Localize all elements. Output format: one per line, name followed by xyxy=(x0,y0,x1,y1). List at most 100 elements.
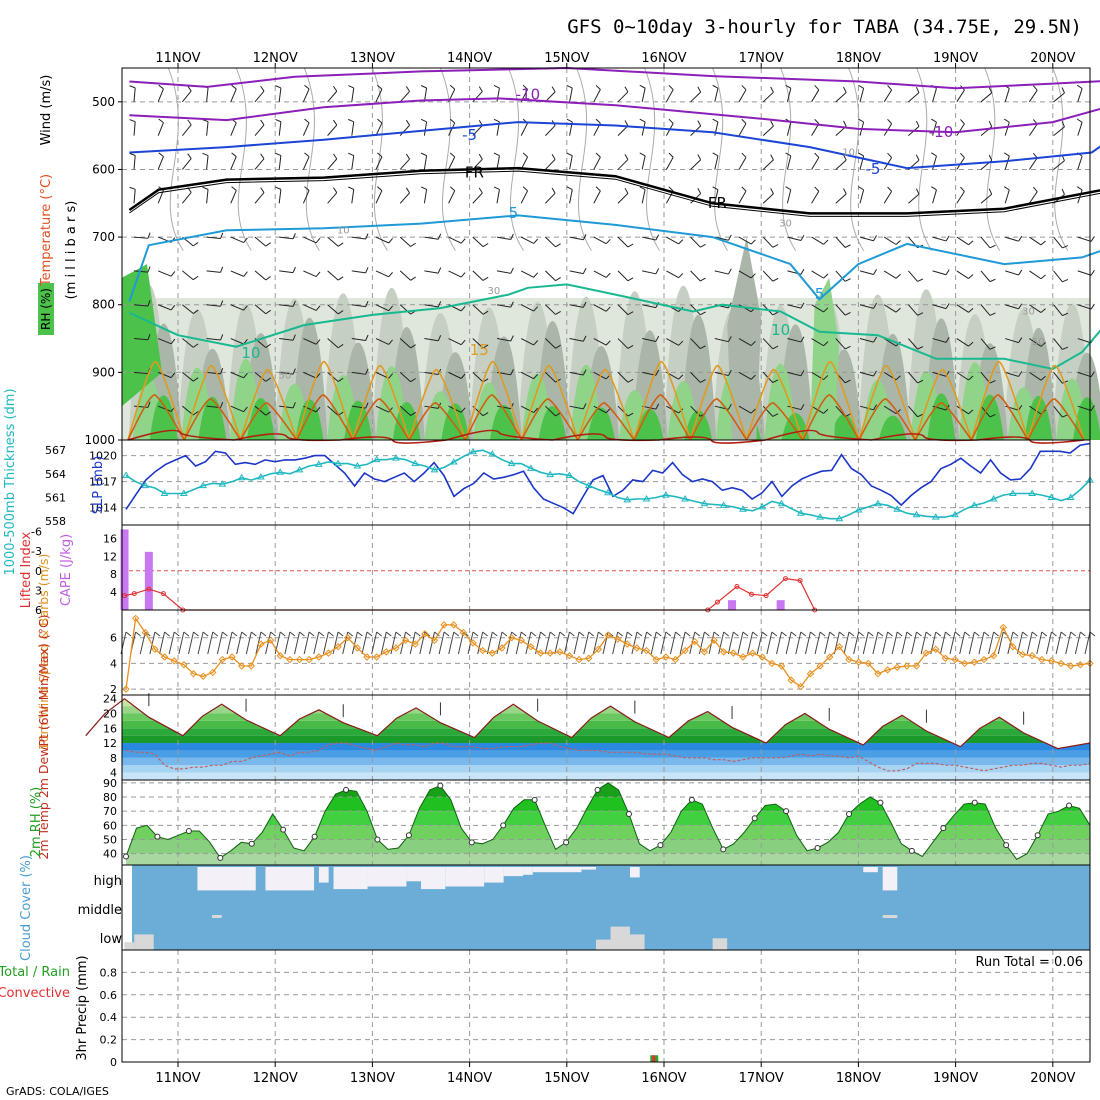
barb-flag-550-5 xyxy=(260,119,265,126)
barb-flag-600-29 xyxy=(843,154,847,161)
barb-600-3 xyxy=(206,155,209,170)
barb-flag-650-36 xyxy=(1003,186,1010,191)
barb-flag-650-39 xyxy=(1076,186,1083,191)
wind-barb-12 xyxy=(236,631,243,655)
thick-marker-34 xyxy=(449,458,458,465)
barb-700-3 xyxy=(206,236,221,240)
barb-flag-950-35 xyxy=(989,413,996,418)
barb-750-4 xyxy=(230,270,244,277)
barb-600-29 xyxy=(835,159,847,170)
barb-500-3 xyxy=(206,87,209,102)
barb-flag-900-16 xyxy=(533,373,539,380)
barb-750-5 xyxy=(254,270,267,281)
cloud-high-15 xyxy=(882,867,898,891)
date-bottom-12NOV: 12NOV xyxy=(253,1071,298,1086)
barb-850-22 xyxy=(666,338,679,346)
slp-tick-1014: 1014 xyxy=(89,502,117,515)
barb-flag-900-6 xyxy=(292,368,296,375)
rh-blob-3-17 xyxy=(975,394,1004,440)
wind-barb-35 xyxy=(457,631,464,655)
barb-flag-700-8 xyxy=(337,242,344,247)
wind-barb-tip-56 xyxy=(665,631,672,637)
barb-900-37 xyxy=(1029,371,1042,381)
barb-950-17 xyxy=(545,405,556,417)
barb-flag-950-2 xyxy=(192,411,199,416)
temp-band-22 xyxy=(122,698,1090,707)
wind-point-19 xyxy=(305,655,313,664)
barb-500-34 xyxy=(956,89,965,103)
barb-800-35 xyxy=(980,304,991,316)
barb-flag-500-14 xyxy=(478,86,483,92)
barb-flag-600-8 xyxy=(333,153,338,160)
barb-500-5 xyxy=(254,90,265,103)
barb-950-25 xyxy=(738,405,752,414)
wind-point-8 xyxy=(199,672,207,680)
rh-point-78 xyxy=(940,825,947,832)
wind-barb-77 xyxy=(862,631,869,655)
barb-850-14 xyxy=(472,338,484,349)
wind-point-60 xyxy=(700,648,709,656)
thick-marker-24 xyxy=(353,462,362,469)
barb-500-0 xyxy=(133,87,136,102)
barb-700-17 xyxy=(545,236,556,248)
cloud-high-3 xyxy=(333,867,368,890)
barb-950-19 xyxy=(593,405,607,414)
barb-850-13 xyxy=(448,338,462,346)
wind-barb-25 xyxy=(361,631,368,655)
rh-point-15 xyxy=(280,826,287,833)
barb-950-8 xyxy=(327,405,339,416)
barb-flag-750-35 xyxy=(989,278,996,283)
wind-barb-tip-19 xyxy=(308,631,315,637)
barb-800-28 xyxy=(811,304,824,313)
barb-950-33 xyxy=(932,405,947,411)
wind-barb-32 xyxy=(428,631,435,655)
date-top-16NOV: 16NOV xyxy=(641,51,686,66)
wind-barb-81 xyxy=(901,631,908,655)
barb-500-22 xyxy=(665,89,674,103)
barb-flag-950-34 xyxy=(968,409,974,415)
barb-flag-700-30 xyxy=(873,235,878,241)
rh-contour-6 xyxy=(576,67,592,251)
barb-flag-900-26 xyxy=(772,379,779,384)
chart-title: GFS 0~10day 3-hourly for TABA (34.75E, 2… xyxy=(567,16,1082,38)
barb-flag-950-7 xyxy=(315,406,321,413)
barb-750-37 xyxy=(1029,270,1042,280)
barb-700-16 xyxy=(520,236,534,244)
barb-flag-700-24 xyxy=(728,234,732,241)
barb-flag-800-20 xyxy=(627,311,634,316)
barb-flag-650-34 xyxy=(960,186,965,192)
barb-flag-550-34 xyxy=(960,119,965,125)
barb-flag-600-26 xyxy=(770,154,774,161)
barb-flag-550-15 xyxy=(493,118,500,123)
li-tick-3: 3 xyxy=(35,584,42,597)
wind-barb-tip-6 xyxy=(183,631,190,637)
wind-point-75 xyxy=(845,655,853,664)
rh-point-18 xyxy=(311,833,318,840)
wind-barb-24 xyxy=(351,631,358,655)
barb-flag-550-26 xyxy=(770,120,774,127)
wind-barb-5 xyxy=(168,631,175,655)
wind-barb-tip-69 xyxy=(790,631,797,637)
wind-point-36 xyxy=(469,639,477,647)
thick-marker-32 xyxy=(430,465,439,473)
barb-flag-700-33 xyxy=(945,235,950,242)
barb-750-11 xyxy=(399,270,411,281)
wind-barb-tip-38 xyxy=(492,631,498,637)
barb-650-4 xyxy=(230,190,237,204)
cape-bar-3 xyxy=(776,600,785,610)
barb-650-9 xyxy=(351,189,355,204)
barb-flag-850-19 xyxy=(605,340,611,346)
barb-flag-600-35 xyxy=(988,154,993,161)
barb-flag-500-6 xyxy=(275,85,282,89)
barb-flag-950-5 xyxy=(265,411,271,416)
wind-point-31 xyxy=(421,630,429,638)
barb-flag-750-15 xyxy=(510,267,514,274)
thick-marker-88 xyxy=(970,501,979,508)
li-point-8 xyxy=(748,591,754,597)
barb-600-14 xyxy=(472,158,483,170)
barb-800-33 xyxy=(932,304,947,310)
wind-point-13 xyxy=(247,662,256,670)
barb-800-11 xyxy=(399,304,411,315)
barb-750-21 xyxy=(642,270,656,275)
thick-marker-78 xyxy=(874,499,882,507)
